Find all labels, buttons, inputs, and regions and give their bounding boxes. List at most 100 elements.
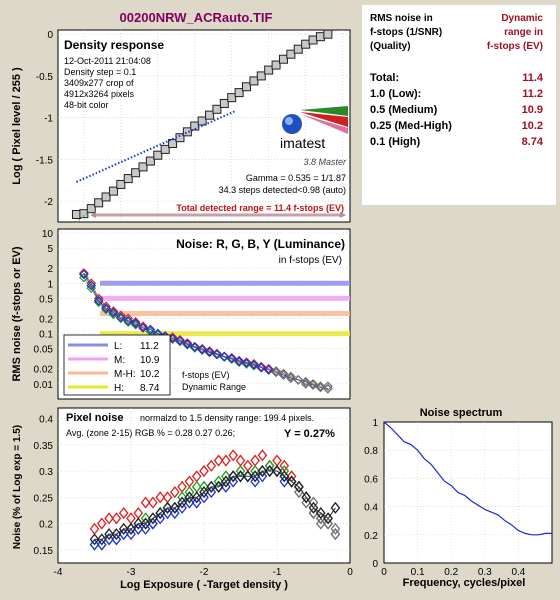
noise-ytick: 0.02 xyxy=(34,365,54,376)
pixel-ytick: 0.35 xyxy=(34,441,54,452)
noise-footer-1: f-stops (EV) xyxy=(182,370,230,380)
pixel-point xyxy=(323,517,333,530)
pixel-point xyxy=(228,470,239,483)
noise-point xyxy=(93,295,104,306)
pixel-ytick: 0.25 xyxy=(34,493,54,504)
spectrum-xlabel: Frequency, cycles/pixel xyxy=(403,577,526,589)
pixel-point xyxy=(104,512,114,525)
noise-heading: Noise: R, G, B, Y (Luminance) xyxy=(176,237,345,251)
pixel-point xyxy=(162,507,173,520)
pixel-ytick: 0.4 xyxy=(39,415,53,426)
pixel-point xyxy=(191,496,202,509)
density-ytick: -1.5 xyxy=(36,155,54,166)
pixel-point xyxy=(133,522,144,535)
pixel-xtick: -2 xyxy=(200,567,209,578)
dr-col2-line: range in xyxy=(504,27,543,38)
pixel-point xyxy=(177,496,187,509)
noise-point xyxy=(101,304,111,315)
noise-point xyxy=(293,375,304,385)
spectrum-ytick: 0.6 xyxy=(364,474,378,485)
pixel-point xyxy=(279,475,290,488)
noise-point xyxy=(130,319,141,330)
pixel-point xyxy=(169,486,180,499)
noise-point xyxy=(115,312,126,323)
pixel-point xyxy=(118,507,129,520)
legend-value: 8.74 xyxy=(140,383,160,394)
spectrum-ytick: 0.4 xyxy=(364,503,378,514)
density-panel: Density response 12-Oct-2011 21:04:08 De… xyxy=(11,29,351,223)
pixel-point xyxy=(257,465,268,478)
density-point xyxy=(153,150,163,160)
noise-point xyxy=(182,338,193,348)
noise-point xyxy=(123,315,134,326)
density-point xyxy=(145,156,155,166)
noise-point xyxy=(182,339,193,349)
pixel-avg: Avg. (zone 2-15) RGB % = 0.28 0.27 0.26; xyxy=(66,428,235,438)
noise-ytick: 5 xyxy=(47,244,53,255)
pixel-point xyxy=(96,538,107,551)
dr-row-value: 10.9 xyxy=(522,104,543,116)
pixel-point xyxy=(323,512,333,525)
pixel-point xyxy=(315,517,326,530)
pixel-point xyxy=(89,533,100,546)
noise-ytick: 10 xyxy=(42,229,54,240)
dr-col1-line: RMS noise in xyxy=(370,13,433,24)
pixel-point xyxy=(286,475,297,488)
pixel-point xyxy=(257,449,268,462)
gamma-text: Gamma = 0.535 = 1/1.87 xyxy=(246,173,346,183)
dr-col2-line: Dynamic xyxy=(501,13,543,24)
density-point xyxy=(116,179,126,189)
noise-point xyxy=(197,343,208,354)
noise-point xyxy=(130,318,141,329)
density-point xyxy=(190,121,200,131)
noise-point xyxy=(138,321,148,332)
noise-point xyxy=(197,344,208,355)
density-point xyxy=(278,54,288,64)
pixel-point xyxy=(104,528,114,541)
dr-row-label: 0.1 (High) xyxy=(370,136,420,148)
dr-col2-line: f-stops (EV) xyxy=(487,41,543,52)
pixel-norm: normalzd to 1.5 density range: 199.4 pix… xyxy=(140,413,314,423)
spectrum-heading: Noise spectrum xyxy=(420,407,503,419)
density-ytick: -1 xyxy=(44,114,53,125)
pixel-point xyxy=(294,480,304,493)
noise-point xyxy=(123,317,134,327)
density-ytick: -0.5 xyxy=(36,72,54,83)
density-point xyxy=(71,209,81,219)
pixel-point xyxy=(126,522,136,535)
pixel-xtick: -4 xyxy=(54,567,63,578)
pixel-heading: Pixel noise xyxy=(66,412,123,424)
noise-point xyxy=(101,301,111,312)
pixel-point xyxy=(140,522,151,535)
pixel-point xyxy=(96,517,107,530)
noise-point xyxy=(219,351,230,362)
pixel-ylabel: Noise (% of Log exp = 1.5) xyxy=(12,425,23,549)
pixel-point xyxy=(330,501,341,514)
pixel-point xyxy=(301,491,312,504)
pixel-point xyxy=(315,512,326,525)
pixel-point xyxy=(221,475,231,488)
pixel-point xyxy=(221,480,231,493)
noise-ytick: 1 xyxy=(47,279,53,290)
noise-ytick: 0.1 xyxy=(39,330,53,341)
pixel-point xyxy=(206,486,217,499)
noise-point xyxy=(256,361,267,372)
density-info-line: 4912x3264 pixels xyxy=(64,89,135,99)
pixel-point xyxy=(308,501,319,514)
dr-col1-line: (Quality) xyxy=(370,41,411,52)
noise-point xyxy=(286,371,296,382)
density-point xyxy=(301,39,311,49)
noise-point xyxy=(123,313,134,324)
pixel-point xyxy=(111,533,122,546)
noise-ylabel: RMS noise (f-stops or EV) xyxy=(11,246,23,381)
density-point xyxy=(315,32,325,42)
noise-point xyxy=(308,379,318,389)
spectrum-panel: Noise spectrum 1 0.8 0.6 0.4 0.2 0 0 0.1 0.2 0.3… xyxy=(364,407,553,589)
legend-value: 10.2 xyxy=(140,369,160,380)
pixel-ytick: 0.2 xyxy=(39,520,53,531)
pixel-point xyxy=(155,491,166,504)
noise-point xyxy=(79,268,89,278)
noise-point xyxy=(101,303,111,314)
pixel-xtick: -3 xyxy=(127,567,136,578)
